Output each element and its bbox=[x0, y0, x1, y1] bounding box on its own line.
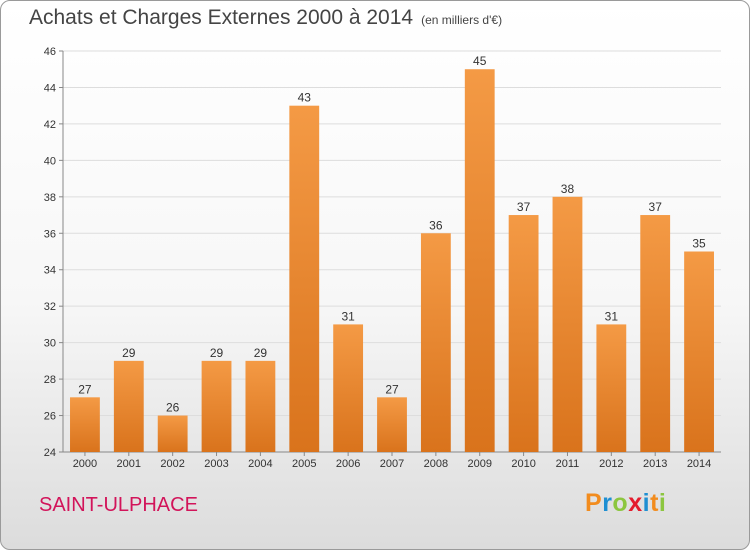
y-tick-label: 24 bbox=[44, 447, 56, 459]
bar-value-label: 37 bbox=[649, 200, 663, 214]
bar bbox=[377, 397, 407, 452]
y-tick-label: 28 bbox=[44, 374, 56, 386]
y-tick-label: 34 bbox=[44, 265, 56, 277]
y-tick-label: 36 bbox=[44, 228, 56, 240]
y-tick-label: 32 bbox=[44, 301, 56, 313]
x-tick-label: 2005 bbox=[292, 458, 316, 470]
bar-value-label: 31 bbox=[605, 309, 619, 323]
bar-value-label: 31 bbox=[341, 309, 355, 323]
bar bbox=[201, 360, 232, 452]
x-tick-label: 2014 bbox=[687, 458, 711, 470]
y-tick-label: 38 bbox=[44, 192, 56, 204]
bar bbox=[157, 415, 188, 452]
x-tick-label: 2010 bbox=[511, 458, 535, 470]
y-tick-label: 40 bbox=[44, 155, 56, 167]
bar bbox=[70, 397, 100, 452]
bar bbox=[245, 360, 276, 452]
bar-value-label: 29 bbox=[254, 346, 268, 360]
commune-name: SAINT-ULPHACE bbox=[39, 494, 198, 516]
bar bbox=[640, 215, 671, 452]
x-tick-label: 2001 bbox=[117, 458, 141, 470]
bar bbox=[596, 324, 627, 452]
x-tick-label: 2004 bbox=[248, 458, 272, 470]
axes: 24 26 28 30 32 34 36 38 40 42 44 46 2000 2001 2002 2003… bbox=[44, 46, 721, 470]
x-tick-label: 2008 bbox=[424, 458, 448, 470]
x-tick-label: 2002 bbox=[160, 458, 184, 470]
title-unit: (en milliers d'€) bbox=[421, 13, 503, 27]
bar-value-label: 27 bbox=[385, 382, 399, 396]
bar-value-label: 38 bbox=[561, 182, 575, 196]
y-tick-label: 26 bbox=[44, 411, 56, 423]
y-tick-label: 42 bbox=[44, 119, 56, 131]
bar bbox=[552, 196, 583, 452]
bar-value-label: 27 bbox=[78, 382, 92, 396]
proxiti-logo: Proxiti bbox=[585, 489, 667, 517]
bar bbox=[508, 215, 539, 452]
x-tick-label: 2007 bbox=[380, 458, 404, 470]
x-tick-label: 2013 bbox=[643, 458, 667, 470]
bar-value-label: 45 bbox=[473, 54, 487, 68]
x-tick-label: 2003 bbox=[204, 458, 228, 470]
bar-value-label: 37 bbox=[517, 200, 531, 214]
bar bbox=[333, 324, 364, 452]
y-tick-label: 46 bbox=[44, 46, 56, 58]
x-tick-label: 2009 bbox=[467, 458, 491, 470]
title-text: Achats et Charges Externes 2000 à 2014 bbox=[29, 6, 414, 29]
bar-value-label: 43 bbox=[298, 91, 312, 105]
bar-value-label: 36 bbox=[429, 218, 443, 232]
chart-title: Achats et Charges Externes 2000 à 2014 (e… bbox=[29, 6, 502, 30]
bar bbox=[684, 251, 714, 452]
bar bbox=[420, 233, 451, 452]
bar-value-label: 29 bbox=[210, 346, 224, 360]
bar bbox=[289, 105, 320, 452]
x-tick-label: 2000 bbox=[73, 458, 97, 470]
bars bbox=[70, 69, 714, 453]
y-tick-label: 44 bbox=[44, 82, 56, 94]
bar bbox=[464, 69, 495, 453]
x-tick-label: 2006 bbox=[336, 458, 360, 470]
x-tick-label: 2012 bbox=[599, 458, 623, 470]
bar bbox=[113, 360, 144, 452]
y-tick-label: 30 bbox=[44, 338, 56, 350]
labels: 27 29 26 29 29 43 31 27 36 45 37 38 31 37 35 bbox=[78, 54, 706, 414]
x-tick-label: 2011 bbox=[556, 458, 580, 470]
bar-value-label: 29 bbox=[122, 346, 136, 360]
bar-value-label: 26 bbox=[166, 401, 180, 415]
bar-value-label: 35 bbox=[692, 237, 706, 251]
